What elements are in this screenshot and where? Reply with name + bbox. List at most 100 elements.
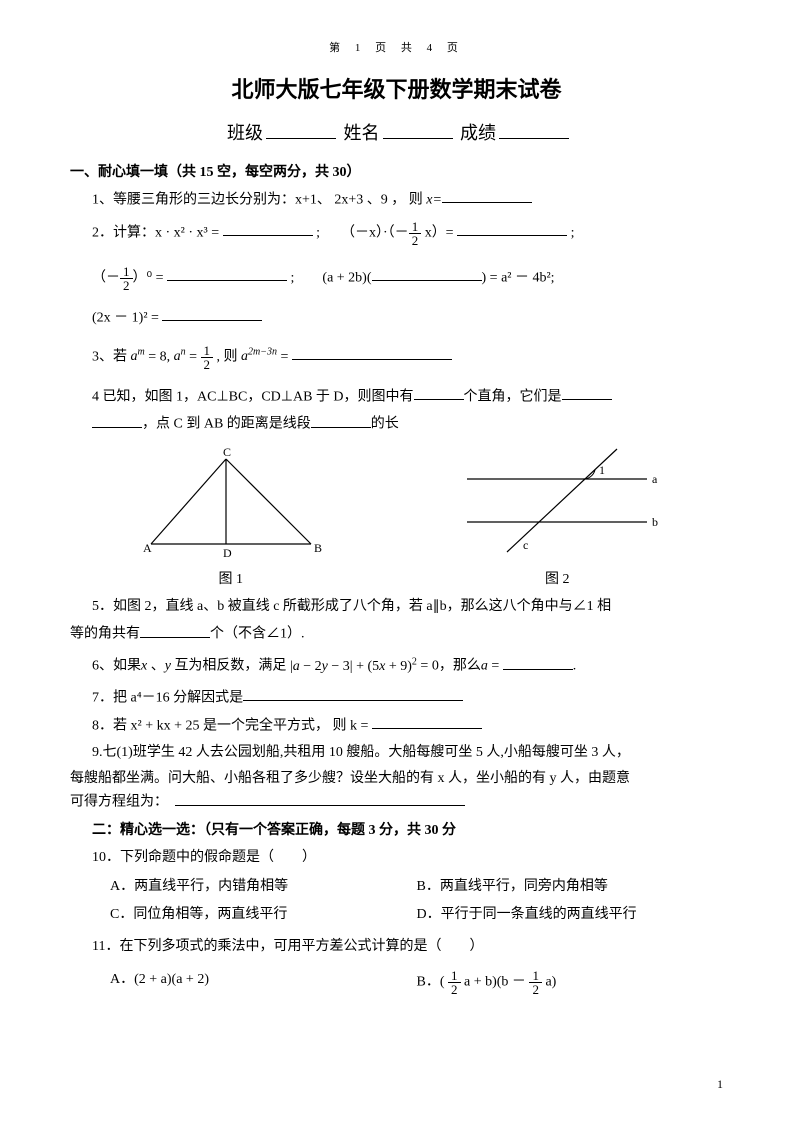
triangle-svg: A B C D — [126, 444, 336, 559]
q10-c: C．同位角相等，两直线平行 — [110, 901, 417, 929]
q8-blank — [372, 714, 482, 729]
q2-line1: 2．计算：x · x² · x³ = ; （－x）·（－12 x）= ; — [92, 220, 723, 247]
q1-var: x= — [426, 192, 442, 207]
q4d: 的长 — [371, 417, 399, 432]
svg-text:D: D — [223, 546, 232, 559]
q5c: 个（不含∠1）. — [210, 627, 305, 642]
frac-half-4: 12 — [448, 969, 461, 996]
svg-text:c: c — [523, 538, 528, 552]
svg-text:a: a — [652, 472, 658, 486]
q9-line1: 9.七(1)班学生 42 人去公园划船,共租用 10 艘船。大船每艘可坐 5 人… — [92, 742, 723, 764]
q2-blank5 — [162, 306, 262, 321]
q9-line2: 每艘船都坐满。问大船、小船各租了多少艘？设坐大船的有 x 人，坐小船的有 y 人… — [70, 768, 723, 790]
q2b: ; （－x）·（－ — [316, 225, 409, 240]
q5-line1: 5．如图 2，直线 a、b 被直线 c 所截形成了八个角，若 a∥b，那么这八个… — [92, 596, 723, 618]
q4c: ，点 C 到 AB 的距离是线段 — [142, 417, 311, 432]
q3a: 3、若 — [92, 349, 127, 364]
q11-choices: A．(2 + a)(a + 2) B．( 12 a + b)(b － 12 a) — [110, 966, 723, 999]
q11b-mid: a + b)(b － — [461, 975, 530, 990]
q9c: 可得方程组为： — [70, 795, 175, 810]
svg-text:A: A — [143, 541, 152, 555]
svg-text:b: b — [652, 515, 658, 529]
class-label: 班级 — [227, 119, 263, 148]
subtitle-row: 班级 姓名 成绩 — [70, 119, 723, 148]
class-blank — [266, 119, 336, 139]
q2-blank2 — [457, 221, 567, 236]
q6-a: a — [481, 659, 488, 674]
q4-line2: ，点 C 到 AB 的距离是线段 的长 — [92, 412, 723, 436]
q6b: 、 — [151, 659, 165, 674]
q4-blank1 — [414, 385, 464, 400]
q2-blank4 — [372, 266, 482, 281]
fig2-caption: 图 2 — [447, 569, 667, 591]
q7: 7．把 a⁴－16 分解因式是 — [92, 686, 723, 710]
q6-blank — [503, 654, 573, 669]
page-number: 1 — [717, 1075, 723, 1094]
q10-b: B．两直线平行，同旁内角相等 — [417, 873, 724, 901]
q4-blank2 — [562, 385, 612, 400]
q10: 10．下列命题中的假命题是（ ） — [92, 847, 723, 869]
q5-line2: 等的角共有 个（不含∠1）. — [70, 622, 723, 646]
q9-line3: 可得方程组为： — [70, 790, 723, 814]
figure-1: A B C D 图 1 — [126, 444, 336, 592]
q5b: 等的角共有 — [70, 627, 140, 642]
q2h: ) = a² － 4b²; — [482, 270, 555, 285]
q2c: x）= — [421, 225, 457, 240]
q6-x: x — [141, 659, 147, 674]
q2-line2: （－12）⁰ = ; (a + 2b)() = a² － 4b²; — [92, 265, 723, 292]
q11-b: B．( 12 a + b)(b － 12 a) — [417, 966, 724, 999]
section-2-head: 二：精心选一选：（只有一个答案正确，每题 3 分，共 30 分 — [92, 820, 723, 842]
score-blank — [499, 119, 569, 139]
q1: 1、等腰三角形的三边长分别为：x+1、 2x+3 、9 ， 则 x= — [92, 188, 723, 212]
q2d: ; — [567, 225, 574, 240]
q2-blank3 — [167, 266, 287, 281]
q2i: (2x － 1)² = — [92, 310, 162, 325]
q3-blank — [292, 345, 452, 360]
q11b-suf: a) — [542, 975, 556, 990]
q9a: 9.七(1)班学生 42 人去公园划船,共租用 10 艘船。大船每艘可坐 5 人… — [92, 745, 630, 760]
q6: 6、如果x 、y 互为相反数，满足 |a − 2y − 3| + (5x + 9… — [92, 654, 723, 678]
score-label: 成绩 — [460, 119, 496, 148]
name-blank — [383, 119, 453, 139]
q3-an: an — [174, 349, 186, 364]
q3-am: am — [131, 349, 145, 364]
svg-text:B: B — [314, 541, 322, 555]
q2a: 2．计算：x · x² · x³ = — [92, 225, 223, 240]
parallel-lines-svg: 1 a b c — [447, 444, 667, 559]
q4a: 4 已知，如图 1，AC⊥BC，CD⊥AB 于 D，则图中有 — [92, 389, 414, 404]
section-1-head: 一、耐心填一填（共 15 空，每空两分，共 30） — [70, 162, 723, 184]
q3e: = — [281, 349, 292, 364]
frac-half-1: 12 — [409, 220, 422, 247]
q6-y: y — [165, 659, 171, 674]
name-label: 姓名 — [344, 119, 380, 148]
q3-a2m3n: a2m−3n — [241, 349, 277, 364]
q2-blank1 — [223, 221, 313, 236]
q2-line3: (2x － 1)² = — [92, 306, 723, 330]
q7-blank — [243, 686, 463, 701]
q6a: 6、如果 — [92, 659, 141, 674]
q4b: 个直角，它们是 — [464, 389, 562, 404]
q9-blank — [175, 790, 465, 805]
q2f: ）⁰ = — [133, 270, 168, 285]
frac-half-2: 12 — [120, 265, 133, 292]
q9b: 每艘船都坐满。问大船、小船各租了多少艘？设坐大船的有 x 人，坐小船的有 y 人… — [70, 771, 630, 786]
q6f: . — [573, 659, 577, 674]
q6c: 互为相反数，满足 — [174, 659, 286, 674]
fig1-caption: 图 1 — [126, 569, 336, 591]
q11: 11．在下列多项式的乘法中，可用平方差公式计算的是（ ） — [92, 936, 723, 958]
exam-title: 北师大版七年级下册数学期末试卷 — [70, 72, 723, 107]
q1-text: 1、等腰三角形的三边长分别为：x+1、 2x+3 、9 ， 则 — [92, 192, 423, 207]
page-header: 第 1 页 共 4 页 — [70, 40, 723, 58]
figures-row: A B C D 图 1 1 a b c 图 2 — [70, 444, 723, 592]
svg-text:C: C — [223, 445, 231, 459]
q4-blank3 — [92, 412, 142, 427]
q2e: （－ — [92, 270, 120, 285]
q3c: = — [189, 349, 200, 364]
frac-half-5: 12 — [529, 969, 542, 996]
q7a: 7．把 a⁴－16 分解因式是 — [92, 690, 243, 705]
q5-blank — [140, 622, 210, 637]
q6e: = — [491, 659, 502, 674]
q3d: , 则 — [217, 349, 238, 364]
q8: 8．若 x² + kx + 25 是一个完全平方式， 则 k = — [92, 714, 723, 738]
q6d: = 0，那么 — [420, 659, 480, 674]
